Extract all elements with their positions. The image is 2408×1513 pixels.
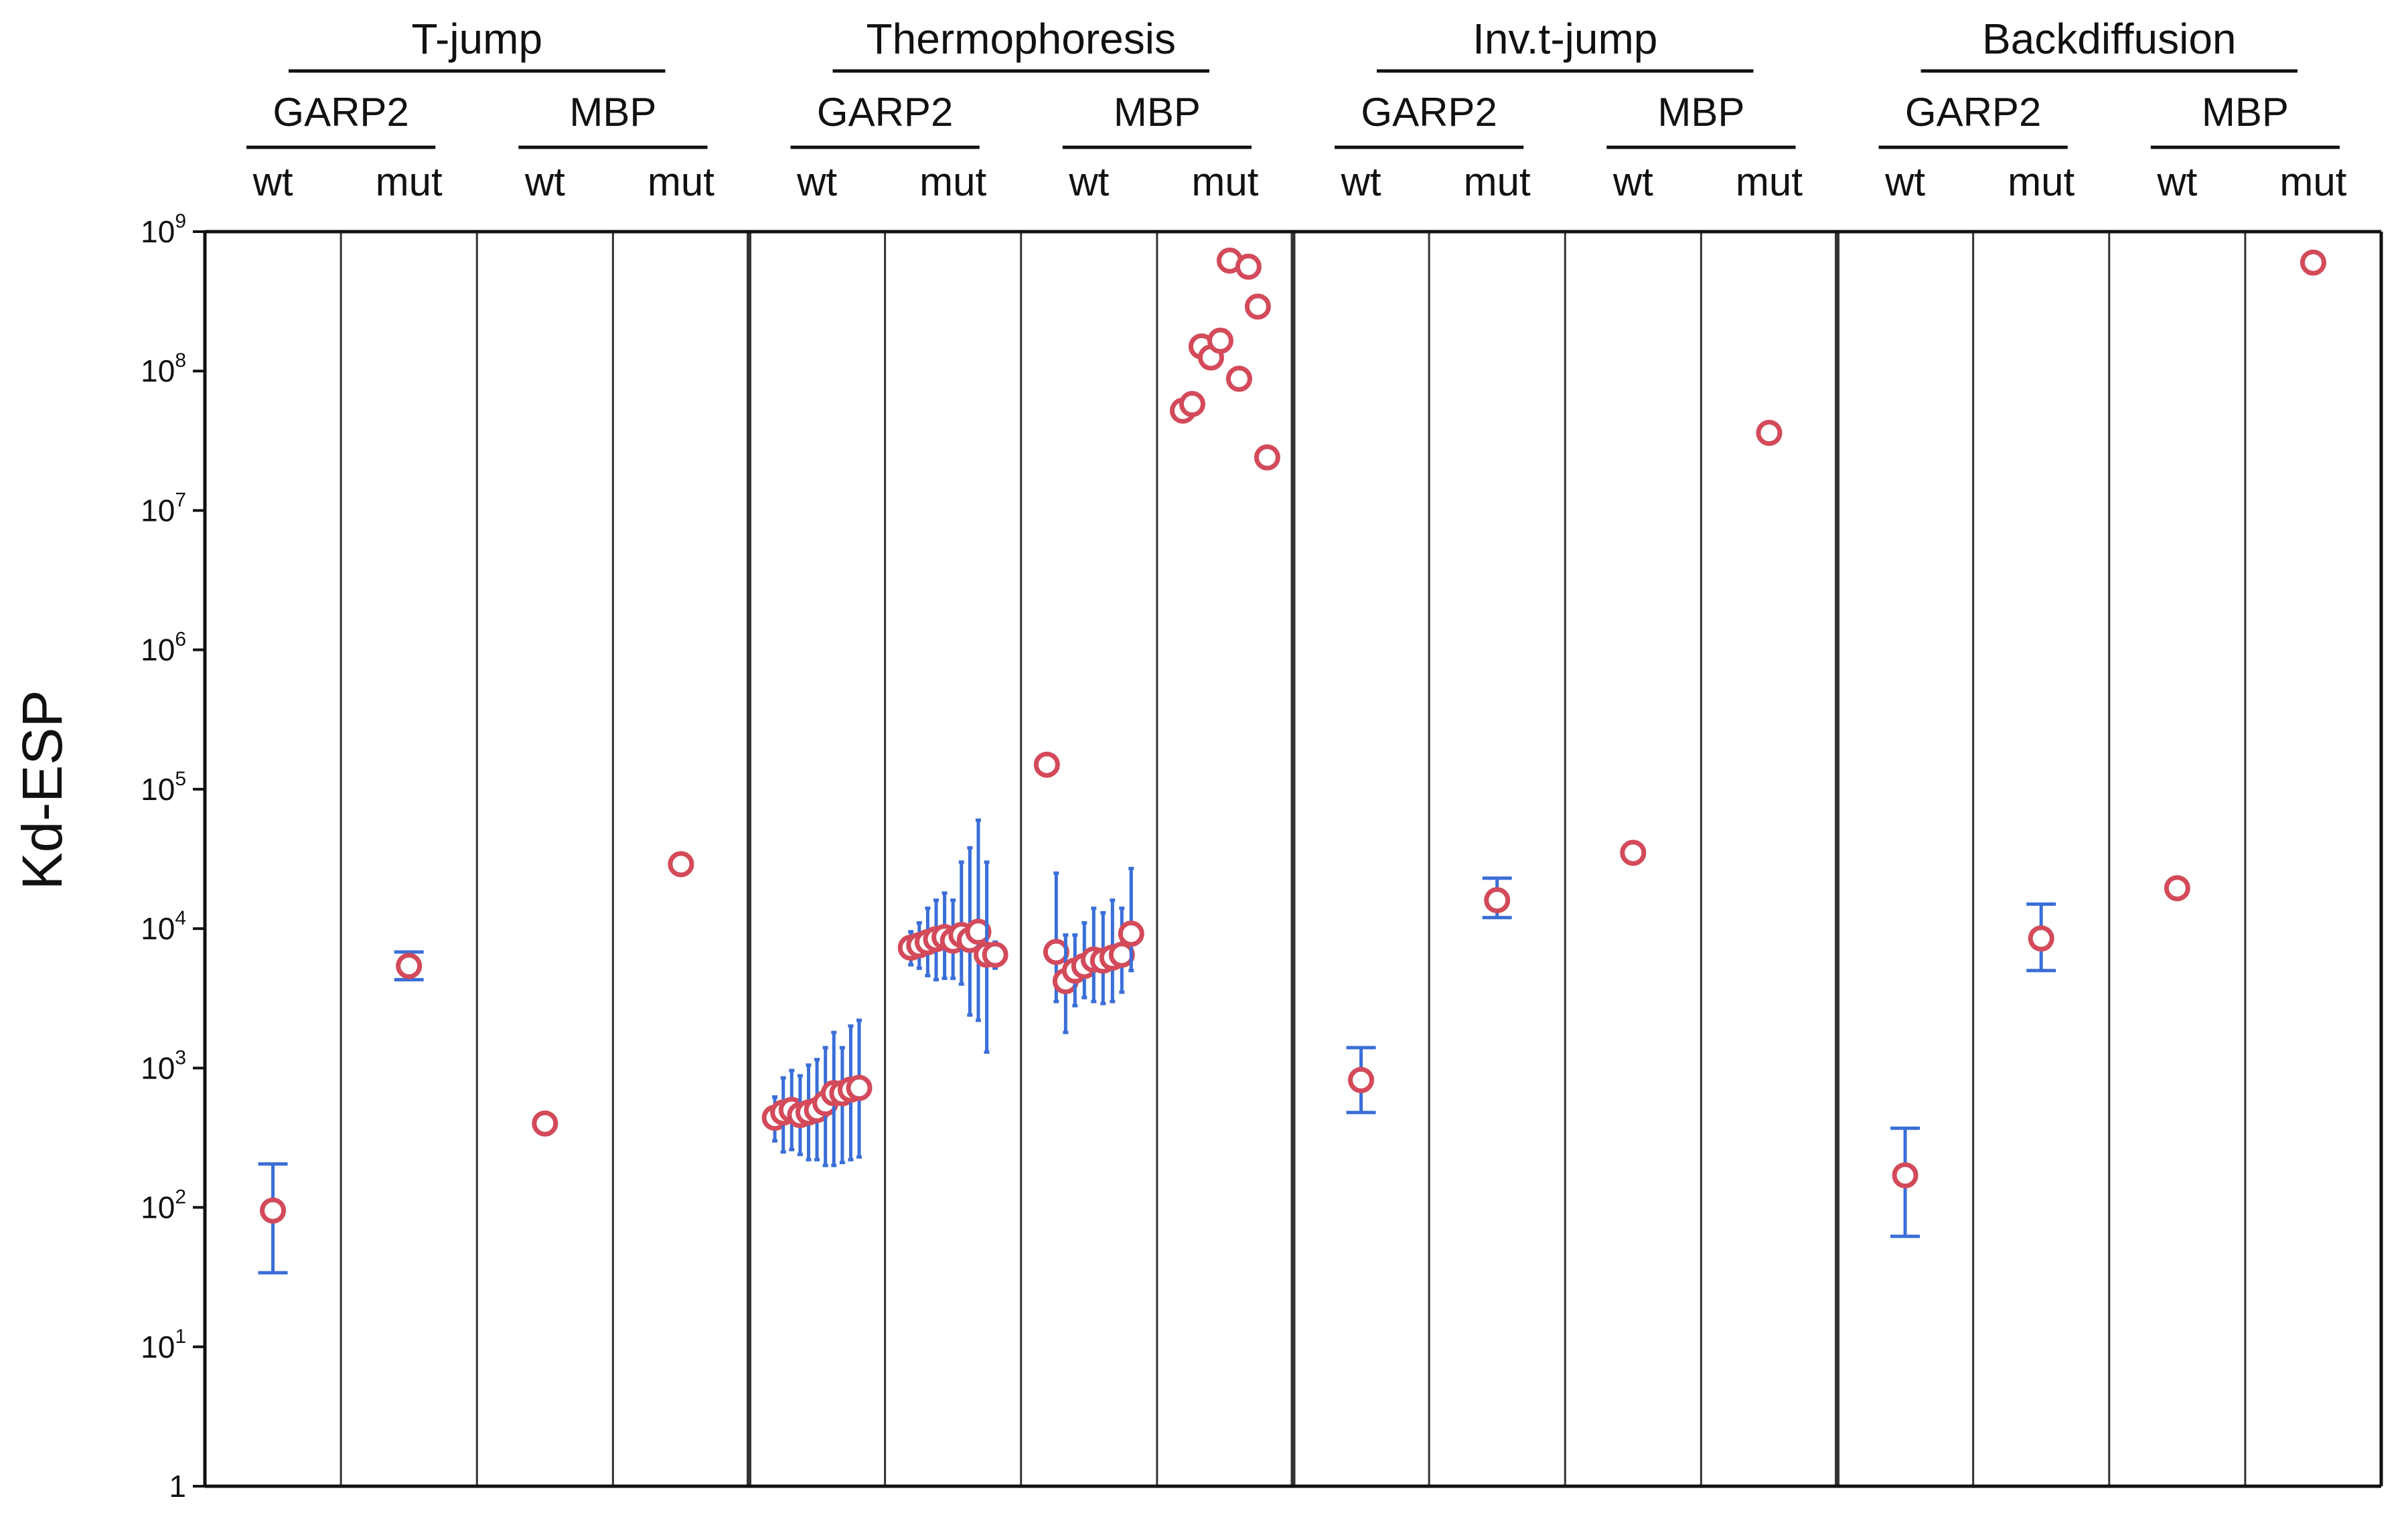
data-point: [2300, 249, 2326, 276]
protein-label: MBP: [569, 90, 656, 135]
y-tick-base: 10: [141, 1050, 175, 1085]
data-point: [1207, 327, 1233, 354]
y-tick-exponent: 5: [175, 768, 186, 790]
method-label: T-jump: [411, 15, 542, 63]
protein-label: MBP: [1114, 90, 1201, 135]
data-point: [1108, 941, 1135, 968]
y-tick-exponent: 3: [175, 1046, 186, 1068]
method-label: Backdiffusion: [1982, 15, 2237, 63]
data-point: [965, 919, 992, 945]
data-point: [1254, 444, 1280, 471]
protein-label: GARP2: [1905, 90, 2041, 135]
data-point: [1892, 1162, 1918, 1189]
y-tick-label: 106: [141, 629, 186, 667]
y-tick-exponent: 2: [175, 1186, 186, 1208]
protein-label: GARP2: [817, 90, 953, 135]
variant-label: mut: [2279, 159, 2346, 204]
data-point: [982, 941, 1008, 968]
method-label: Thermophoresis: [867, 15, 1176, 63]
y-tick-exponent: 9: [175, 210, 186, 232]
y-tick-exponent: 7: [175, 489, 186, 511]
variant-label: wt: [252, 159, 293, 204]
y-tick-label: 107: [141, 489, 186, 528]
data-point: [668, 851, 694, 878]
variant-label: mut: [648, 159, 714, 204]
y-tick-label: 104: [141, 907, 186, 946]
y-tick-label: 1: [169, 1469, 186, 1504]
plot-area: [205, 230, 2383, 1488]
y-tick-base: 10: [141, 911, 175, 946]
y-tick-label: 102: [141, 1186, 186, 1225]
data-marks: [258, 247, 2326, 1275]
variant-label: wt: [1341, 159, 1381, 204]
method-label: Inv.t-jump: [1473, 15, 1657, 63]
variant-label: wt: [2156, 159, 2197, 204]
protein-label: MBP: [1657, 90, 1744, 135]
y-tick-base: 10: [141, 1330, 175, 1364]
data-point: [2164, 875, 2190, 902]
y-tick-label: 103: [141, 1046, 186, 1085]
y-tick-exponent: 1: [175, 1326, 186, 1348]
protein-label: GARP2: [1361, 90, 1497, 135]
data-point: [1484, 887, 1511, 914]
y-tick-label: 109: [141, 210, 186, 249]
data-point: [1348, 1066, 1375, 1093]
data-point: [1118, 921, 1144, 947]
data-point: [260, 1197, 287, 1224]
data-point: [2028, 925, 2054, 952]
variant-label: mut: [919, 159, 986, 204]
y-tick-base: 10: [141, 493, 175, 528]
data-point: [1179, 390, 1205, 417]
variant-label: mut: [376, 159, 443, 204]
data-point: [396, 953, 423, 979]
variant-label: mut: [1736, 159, 1803, 204]
y-tick-base: 10: [141, 633, 175, 667]
variant-label: mut: [1191, 159, 1258, 204]
data-point: [1756, 420, 1783, 447]
data-point: [1244, 293, 1271, 320]
variant-label: wt: [524, 159, 565, 204]
y-tick-label: 108: [141, 349, 186, 388]
variant-label: wt: [1068, 159, 1109, 204]
y-tick-label: 105: [141, 768, 186, 807]
y-axis-title: Kd-ESP: [11, 690, 74, 890]
protein-label: GARP2: [273, 90, 408, 135]
variant-label: wt: [796, 159, 837, 204]
data-point: [1620, 840, 1647, 866]
variant-label: wt: [1612, 159, 1653, 204]
data-point: [532, 1110, 558, 1137]
variant-label: mut: [1464, 159, 1531, 204]
y-tick-base: 10: [141, 214, 175, 249]
y-tick-exponent: 6: [175, 629, 186, 651]
variant-label: wt: [1884, 159, 1925, 204]
data-point: [1043, 939, 1069, 965]
y-tick-base: 10: [141, 353, 175, 388]
protein-label: MBP: [2202, 90, 2289, 135]
data-point: [1033, 751, 1060, 778]
y-tick-label: 101: [141, 1326, 186, 1364]
data-point: [1225, 366, 1252, 392]
y-tick-base: 1: [169, 1469, 186, 1504]
data-point: [846, 1074, 873, 1101]
y-tick-exponent: 4: [175, 907, 186, 929]
y-tick-exponent: 8: [175, 349, 186, 372]
variant-label: mut: [2008, 159, 2075, 204]
data-point: [1235, 253, 1262, 280]
y-tick-base: 10: [141, 772, 175, 807]
y-tick-base: 10: [141, 1190, 175, 1225]
